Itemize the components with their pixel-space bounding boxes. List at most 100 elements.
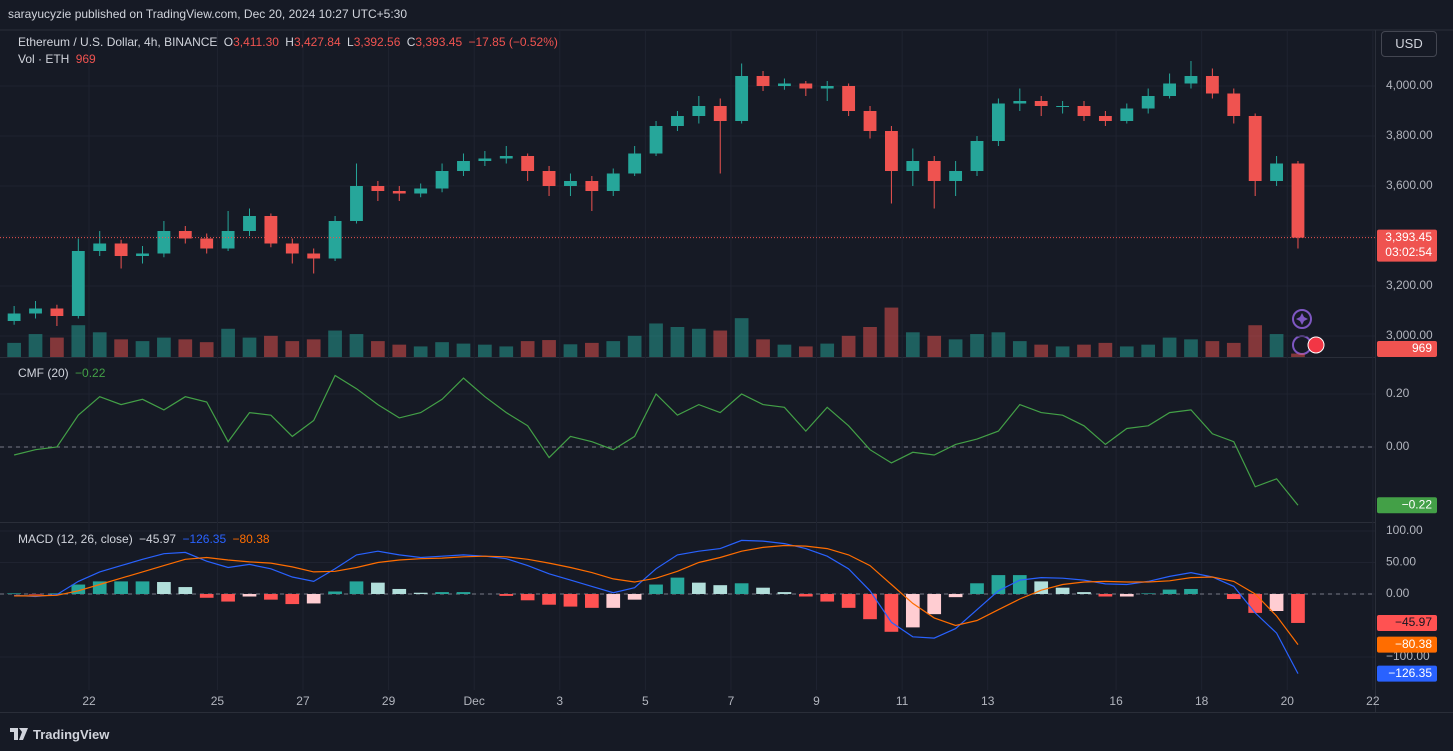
volume-bar	[627, 335, 642, 357]
candle-body	[71, 251, 85, 316]
x-tick-label: 16	[1109, 694, 1123, 708]
macd-tag: −126.35	[1388, 666, 1432, 680]
histogram-bar	[328, 591, 342, 594]
histogram-bar	[542, 593, 556, 605]
icon	[1307, 336, 1325, 354]
volume-bar	[1184, 339, 1198, 357]
candle-body	[285, 243, 299, 254]
histogram-bar	[627, 593, 642, 600]
volume-bar	[1162, 337, 1177, 357]
histogram-bar	[178, 587, 193, 594]
macd-value: −80.38	[232, 532, 270, 546]
candle-body	[307, 253, 321, 259]
candle-body	[756, 76, 770, 86]
volume-bar	[264, 335, 278, 357]
macd-title: MACD (12, 26, close)	[18, 532, 133, 546]
candle-body	[735, 76, 749, 121]
volume-bar	[649, 323, 663, 357]
histogram-bar	[691, 582, 706, 594]
histogram-bar	[734, 583, 749, 594]
macd-line	[14, 544, 1299, 645]
candle-body	[884, 131, 898, 171]
legend-change: −17.85 (−0.52%)	[468, 35, 558, 49]
x-tick-label: 5	[642, 694, 649, 708]
macd-value: −45.97	[139, 532, 177, 546]
candle-body	[478, 158, 492, 161]
candle-body	[1184, 76, 1198, 84]
volume-bar	[798, 346, 813, 357]
cmf-legend: CMF (20) −0.22	[18, 366, 108, 380]
cmf-tag: −0.22	[1402, 497, 1433, 511]
y-tick-label: 3,600.00	[1386, 178, 1433, 192]
histogram-bar	[1012, 575, 1027, 594]
volume-bar	[1205, 341, 1220, 357]
volume-bar	[606, 341, 621, 357]
candle-body	[157, 231, 171, 254]
y-tick-label: 3,000.00	[1386, 328, 1433, 342]
macd-tag-bg	[1377, 636, 1437, 653]
histogram-bar	[371, 582, 385, 594]
volume-bar	[456, 343, 471, 357]
volume-bar	[585, 342, 599, 357]
candle-body	[350, 186, 363, 221]
histogram-bar	[798, 593, 813, 597]
histogram-bar	[1162, 589, 1177, 594]
volume-bar	[520, 341, 535, 357]
candle-body	[649, 126, 663, 154]
volume-bar	[691, 328, 706, 357]
legend-key: H	[285, 35, 294, 49]
candle-body	[863, 111, 877, 131]
volume-bar	[28, 334, 43, 357]
histogram-bar	[520, 593, 535, 601]
candle-body	[457, 161, 470, 171]
volume-bar	[991, 332, 1006, 357]
histogram-bar	[649, 584, 663, 594]
volume-bar	[884, 307, 899, 357]
volume-bar	[1248, 325, 1263, 357]
volume-bar	[905, 332, 920, 357]
histogram-bar	[585, 593, 599, 608]
histogram-bar	[242, 593, 257, 597]
candle-body	[414, 188, 428, 194]
volume-bar	[756, 339, 770, 357]
histogram-bar	[1248, 593, 1263, 613]
icon	[1296, 313, 1308, 325]
histogram-bar	[713, 585, 728, 594]
volume-bar	[948, 339, 963, 357]
candle-body	[970, 141, 984, 171]
histogram-bar	[884, 593, 899, 632]
histogram-bar	[349, 581, 364, 594]
x-tick-label: 22	[1366, 694, 1380, 708]
footer: TradingView	[10, 724, 109, 744]
candle-body	[200, 238, 214, 249]
currency-button[interactable]: USD	[1381, 31, 1437, 57]
volume-bar	[1034, 344, 1049, 357]
histogram-bar	[1077, 592, 1091, 594]
volume-bar	[435, 342, 449, 357]
candle-body	[243, 216, 256, 231]
histogram-bar	[92, 581, 107, 594]
histogram-bar	[71, 584, 86, 594]
histogram-bar	[28, 593, 43, 595]
histogram-bar	[435, 592, 449, 594]
candle-body	[991, 103, 1005, 141]
volume-bar	[135, 341, 150, 357]
volume-bar	[349, 334, 364, 357]
volume-bar	[242, 337, 257, 357]
histogram-bar	[264, 593, 278, 600]
histogram-bar	[820, 593, 835, 602]
volume-bar	[413, 346, 428, 357]
candle-body	[778, 83, 791, 86]
macd-value: −126.35	[182, 532, 227, 546]
candle-body	[93, 243, 107, 251]
candle-body	[371, 186, 385, 191]
x-tick-label: 22	[82, 694, 96, 708]
volume-bar	[1098, 342, 1113, 357]
histogram-bar	[948, 593, 963, 598]
volume-bar	[199, 342, 214, 357]
price-tag-bg	[1377, 229, 1437, 262]
volume-bar	[71, 325, 86, 357]
volume-bar	[670, 327, 685, 357]
volume-bar	[221, 328, 235, 357]
